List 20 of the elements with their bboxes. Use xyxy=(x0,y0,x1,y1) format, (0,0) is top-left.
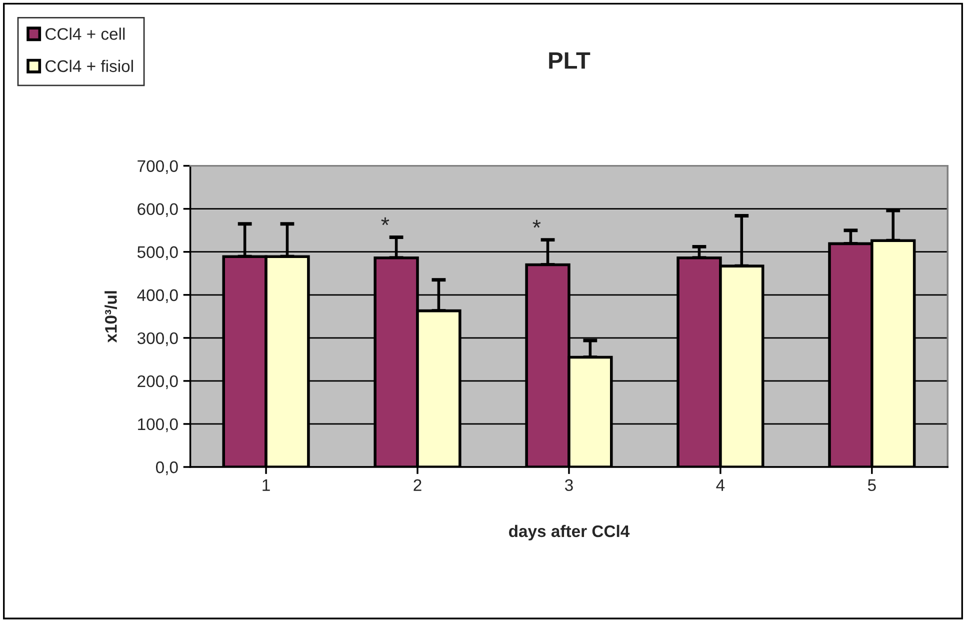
x-tick-label: 5 xyxy=(868,479,876,492)
y-tick-label: 700,0 xyxy=(138,160,178,174)
y-tick-label: 400,0 xyxy=(137,289,178,304)
legend-label: CCl4 + cell xyxy=(46,28,125,40)
x-tick-label: 2 xyxy=(414,479,422,491)
annotation: * xyxy=(381,217,390,226)
y-tick-label: 600,0 xyxy=(138,203,178,218)
y-tick-label: 100,0 xyxy=(138,418,178,432)
y-tick-label: 200,0 xyxy=(138,375,178,390)
y-tick-label: 300,0 xyxy=(137,332,178,346)
y-tick-label: 500,0 xyxy=(137,246,178,260)
annotation: * xyxy=(532,220,541,228)
x-tick-label: 4 xyxy=(716,479,725,491)
y-tick-label: 0,0 xyxy=(156,461,178,476)
y-axis-title: x10³/ul xyxy=(104,291,117,343)
legend-label: CCl4 + fisiol xyxy=(46,60,133,72)
x-tick-label: 3 xyxy=(564,479,573,492)
chart-title: PLT xyxy=(549,52,590,69)
x-axis-title: days after CCl4 xyxy=(508,524,630,540)
x-tick-label: 1 xyxy=(262,479,270,491)
